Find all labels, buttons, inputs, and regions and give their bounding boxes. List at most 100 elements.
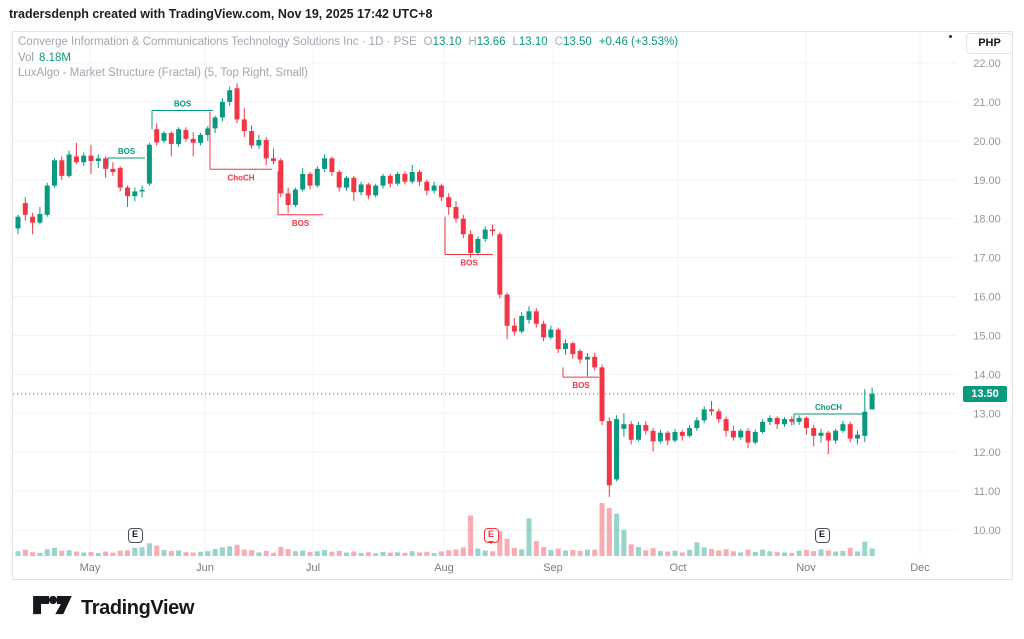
structure-label: BOS (174, 99, 192, 108)
volume-bar (263, 550, 269, 556)
indicator-row[interactable]: LuxAlgo - Market Structure (Fractal) (5,… (18, 66, 678, 82)
volume-bar (803, 549, 809, 556)
volume-bar (15, 551, 21, 556)
price-tick-label: 15.00 (973, 330, 1001, 342)
volume-bar (300, 550, 306, 556)
symbol-row[interactable]: Converge Information & Communications Te… (18, 35, 678, 51)
candle-body (606, 421, 612, 486)
time-tick-label: Dec (910, 562, 930, 574)
volume-bar (460, 547, 466, 556)
candle-body (482, 229, 488, 239)
structure-label: BOS (118, 147, 136, 156)
volume-bar (344, 552, 349, 556)
candle-body (438, 185, 444, 198)
time-axis[interactable]: May Jun Jul Aug Sep Oct Nov Dec (80, 562, 931, 574)
candle-body (322, 158, 328, 169)
candle-body (285, 193, 291, 206)
candle-body (818, 432, 824, 436)
volume-bar (796, 550, 802, 556)
volume-bar (95, 553, 101, 556)
candle-body (847, 424, 853, 439)
volume-bar (285, 549, 291, 556)
candle-body (563, 343, 568, 350)
volume-bar (862, 541, 868, 556)
time-tick-label: Sep (543, 562, 563, 574)
candle-body (782, 419, 787, 425)
candle-body (344, 177, 349, 188)
price-tick-label: 17.00 (973, 253, 1001, 265)
candle-body (395, 173, 401, 184)
high-label: H (468, 36, 477, 48)
volume-bar (840, 550, 846, 556)
candle-body (504, 294, 510, 326)
candle-body (796, 417, 802, 422)
candle-body (73, 156, 79, 163)
volume-bar (380, 551, 386, 556)
volume-bar (227, 546, 233, 556)
candle-body (52, 160, 57, 186)
candle-body (125, 187, 130, 197)
volume-bar (526, 518, 532, 556)
close-value: 13.50 (562, 36, 592, 48)
currency-button[interactable]: PHP (966, 33, 1013, 54)
candle-body (475, 238, 481, 253)
indicator-title: LuxAlgo - Market Structure (Fractal) (5,… (18, 67, 308, 79)
volume-row[interactable]: Vol 8.18M (18, 51, 678, 67)
volume-bar (533, 541, 539, 556)
open-value: 13.10 (432, 36, 462, 48)
volume-bar (365, 552, 371, 556)
volume-bar (146, 543, 152, 556)
candle-body (314, 168, 320, 186)
volume-bar (833, 551, 839, 556)
chart-legend: Converge Information & Communications Te… (18, 35, 678, 82)
volume-bar (643, 550, 649, 556)
volume-bar (183, 552, 189, 556)
candle-body (665, 432, 671, 441)
earnings-marker[interactable]: E (127, 528, 143, 543)
volume-bar (168, 551, 174, 556)
volume-bar (709, 549, 714, 556)
volume-bar (504, 538, 510, 556)
symbol-title[interactable]: Converge Information & Communications Te… (18, 36, 417, 48)
candle-body (161, 133, 167, 141)
candle-body (526, 311, 532, 320)
candle-body (380, 175, 386, 186)
attribution-text: tradersdenph created with TradingView.co… (9, 7, 433, 21)
earnings-marker[interactable]: E (814, 528, 830, 543)
candle-body (577, 351, 583, 360)
volume-bar (190, 552, 196, 556)
candle-body (643, 424, 649, 431)
candle-body (636, 424, 641, 440)
volume-bar (847, 547, 853, 556)
earnings-marker[interactable]: E (483, 528, 499, 543)
candle-body (81, 155, 87, 163)
volume-bar (453, 549, 459, 556)
candle-body (234, 88, 240, 120)
volume-bar (782, 552, 787, 556)
price-tick-label: 21.00 (973, 97, 1001, 109)
volume-bar (482, 550, 488, 556)
volume-bar (336, 550, 342, 556)
candle-body (292, 189, 298, 206)
candle-body (59, 160, 65, 176)
candle-body (227, 90, 233, 102)
candle-body (760, 421, 766, 432)
price-tick-label: 18.00 (973, 214, 1001, 226)
candle-body (278, 160, 284, 194)
tradingview-logo[interactable]: TradingView (33, 596, 194, 621)
volume-bar (402, 552, 408, 556)
candle-body (132, 191, 138, 197)
candle-body (183, 129, 189, 139)
candle-body (862, 411, 868, 436)
volume-value: 8.18M (39, 51, 71, 64)
candle-body (431, 185, 437, 191)
volume-bar (139, 547, 145, 556)
price-axis[interactable]: 22.00 21.00 20.00 19.00 18.00 17.00 16.00 15.00… (973, 58, 1001, 537)
candle-body (716, 411, 722, 420)
volume-bar (409, 551, 415, 556)
volume-bar (103, 551, 109, 556)
candle-body (592, 356, 598, 368)
candle-body (212, 117, 218, 129)
candle-body (774, 417, 780, 425)
